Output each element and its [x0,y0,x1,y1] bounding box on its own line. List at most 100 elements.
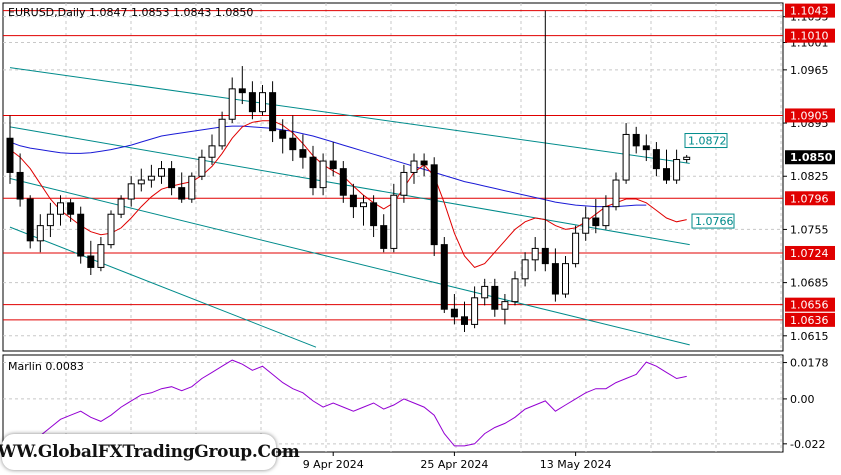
level-tag-0 [785,3,835,18]
channel-tag-1 [691,213,735,229]
candle-body-26 [269,92,277,132]
y-tick-label-5: 1.0755 [790,223,829,236]
candle-body-52 [531,247,539,261]
candle-body-66 [673,159,681,181]
candle-body-16 [168,168,176,189]
candle-body-19 [198,156,206,177]
candle-body-47 [481,285,489,299]
candle-body-56 [572,232,580,265]
ind-tick-label-1: 0.00 [790,393,815,406]
candle-body-6 [67,202,75,215]
level-tag-1 [785,28,835,43]
candle-body-38 [390,194,398,249]
candle-body-23 [238,88,246,94]
marlin-line [9,359,687,447]
candle-body-64 [652,149,660,170]
ind-tick-label-0: 0.0178 [790,357,829,370]
candle-body-60 [612,179,620,208]
channel-line-0 [9,67,690,164]
candle-body-18 [188,175,196,200]
horizontal-levels [3,10,783,321]
candle-body-43 [440,244,448,310]
candle-body-30 [309,156,317,189]
candle-body-31 [319,160,327,189]
y-tick-label-2: 1.0965 [790,64,829,77]
candle-body-28 [289,137,297,151]
candle-body-39 [400,171,408,196]
candle-body-32 [329,160,337,170]
level-tag-6 [785,312,835,327]
candle-body-4 [46,213,54,227]
candle-body-42 [430,164,438,246]
x-tick-label-2: 25 Apr 2024 [420,458,488,471]
candle-body-11 [117,198,125,215]
candle-body-2 [26,198,34,242]
y-tick-label-4: 1.0825 [790,170,829,183]
marlin-polyline [9,359,687,447]
channel-labels: 1.0872 1.0766 [684,133,735,229]
channel-tag-0 [684,133,728,149]
candle-body-33 [339,168,347,196]
main-panel-border [2,2,784,352]
candle-body-55 [562,263,569,295]
level-label-4: 1.0724 [790,247,829,260]
level-tag-4 [785,245,835,260]
candle-body-1 [16,171,24,200]
price-axis: 1.10351.10011.09651.08951.08251.07551.06… [783,11,829,343]
candle-body-36 [370,202,378,227]
level-label-1: 1.1010 [790,30,829,43]
x-tick-label-1: 9 Apr 2024 [303,458,364,471]
level-label-2: 1.0905 [790,109,829,122]
level-label-3: 1.0796 [790,192,829,205]
moving-averages [9,120,687,268]
candle-body-21 [218,118,226,147]
candle-body-51 [521,259,529,280]
level-label-0: 1.1043 [790,5,829,18]
channel-label-0: 1.0872 [688,135,727,148]
y-tick-label-6: 1.0685 [790,277,829,290]
candle-body-10 [107,213,115,246]
candle-body-34 [349,194,357,208]
candle-body-7 [77,213,85,257]
x-tick-label-3: 13 May 2024 [540,458,612,471]
candle-body-15 [158,168,165,177]
candle-body-46 [471,297,479,325]
candle-body-20 [208,145,216,158]
level-label-6: 1.0636 [790,314,829,327]
candle-body-17 [178,187,186,200]
y-tick-label-7: 1.0615 [790,330,829,343]
level-label-5: 1.0656 [790,299,829,312]
candle-body-22 [228,88,236,120]
candle-body-29 [299,149,307,158]
candle-body-45 [461,316,468,325]
candle-body-40 [410,160,418,173]
candle-body-24 [248,92,256,113]
candle-body-49 [501,301,509,310]
candle-body-41 [420,160,428,166]
candles [6,10,691,333]
candle-body-37 [380,225,388,249]
candle-body-13 [137,179,145,185]
channel-label-1: 1.0766 [695,215,734,228]
candle-body-50 [511,278,519,303]
candle-body-67 [683,156,691,161]
ind-tick-label-2: -0.022 [790,438,825,451]
candle-body-5 [57,202,64,215]
candle-body-59 [602,206,610,227]
candle-body-27 [279,130,287,139]
chart-title: EURUSD,Daily 1.0847 1.0853 1.0843 1.0850 [8,6,253,19]
channel-line-3 [9,226,317,348]
level-labels: 1.1043 1.1010 1.0905 1.0796 1.0724 1.0656 1.06… [785,3,835,327]
candle-body-57 [582,217,590,234]
candle-body-48 [491,285,499,310]
ma-red-line [9,120,687,268]
current-price-label: 1.0850 [790,151,833,164]
level-tag-2 [785,108,835,123]
candle-body-58 [592,217,600,227]
level-tag-5 [785,297,835,312]
level-tag-3 [785,191,835,206]
candle-body-25 [259,92,266,113]
candle-body-9 [97,244,105,268]
